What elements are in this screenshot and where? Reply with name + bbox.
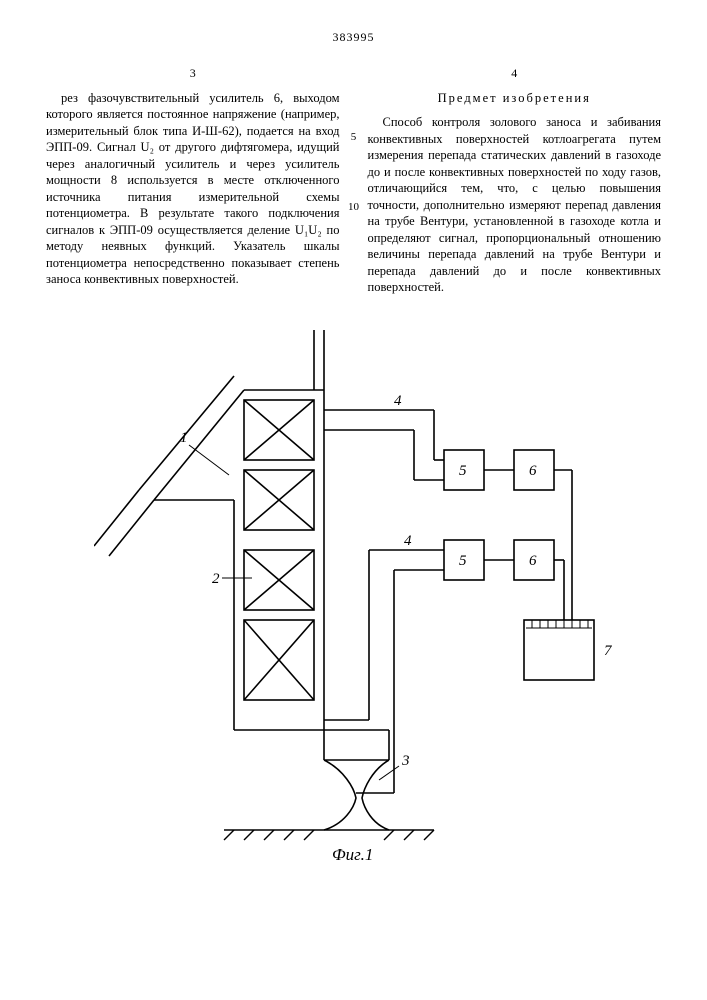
venturi: [324, 760, 389, 830]
line-marker-10: 10: [348, 200, 359, 215]
figure-label-6b: 6: [529, 553, 537, 569]
figure-label-4b: 4: [404, 533, 412, 549]
figure-label-3: 3: [401, 753, 410, 769]
conv-surfaces: [244, 400, 314, 700]
left-column: 3 рез фазочувствительный усилитель 6, вы…: [46, 66, 340, 296]
right-col-number: 4: [368, 66, 662, 82]
left-col-paragraph: рез фазочувствительный усилитель 6, выхо…: [46, 90, 340, 288]
figure-label-6a: 6: [529, 463, 537, 479]
line-marker-5: 5: [351, 130, 357, 145]
left-col-number: 3: [46, 66, 340, 82]
right-col-paragraph: Способ контроля золового заноса и забива…: [368, 114, 662, 296]
patent-number: 383995: [46, 30, 661, 46]
figure-label-5b: 5: [459, 553, 467, 569]
figure-caption: Фиг.1: [332, 845, 373, 864]
figure-label-5a: 5: [459, 463, 467, 479]
right-column: 4 Предмет изобретения Способ контроля зо…: [368, 66, 662, 296]
figure-label-1: 1: [180, 430, 188, 446]
figure-1: 1 2 3 4 4 5 5 6 6 7 Фиг.1: [0, 330, 707, 870]
right-col-heading: Предмет изобретения: [368, 90, 662, 107]
figure-label-7: 7: [604, 643, 613, 659]
figure-label-4a: 4: [394, 393, 402, 409]
figure-label-2: 2: [212, 571, 220, 587]
